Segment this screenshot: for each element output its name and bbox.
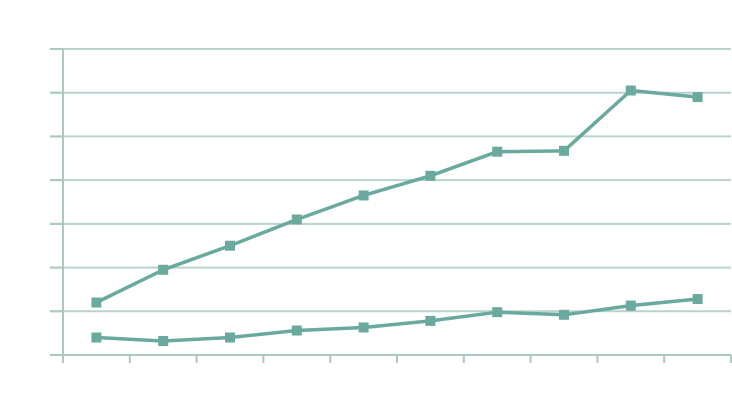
- data-point: [692, 92, 703, 103]
- data-point: [358, 190, 369, 201]
- data-point: [625, 300, 636, 311]
- data-point: [559, 145, 569, 156]
- data-point: [625, 85, 636, 96]
- data-point: [425, 170, 436, 181]
- data-point: [492, 307, 503, 318]
- data-point: [225, 332, 235, 343]
- data-point: [291, 214, 302, 225]
- data-point: [692, 294, 703, 305]
- data-point: [225, 240, 235, 251]
- data-point: [559, 309, 569, 320]
- data-point: [91, 332, 102, 343]
- data-point: [358, 322, 369, 333]
- series-line-2: [94, 297, 700, 343]
- data-point: [91, 297, 102, 308]
- data-point: [492, 146, 503, 157]
- series-line-1: [94, 88, 700, 305]
- data-point: [425, 315, 436, 326]
- data-point: [158, 264, 169, 275]
- data-point: [291, 325, 302, 336]
- data-point: [158, 336, 169, 347]
